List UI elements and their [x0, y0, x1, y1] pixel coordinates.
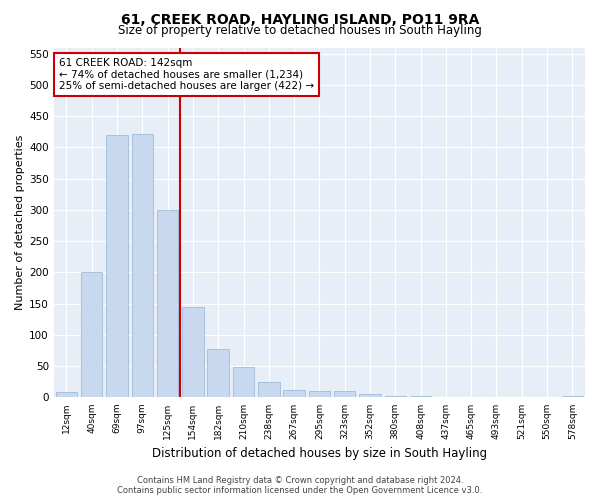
Bar	[562, 396, 583, 398]
Bar	[81, 272, 103, 398]
Bar	[131, 134, 153, 398]
Y-axis label: Number of detached properties: Number of detached properties	[15, 135, 25, 310]
Bar	[334, 391, 355, 398]
Bar	[308, 391, 330, 398]
Text: Size of property relative to detached houses in South Hayling: Size of property relative to detached ho…	[118, 24, 482, 37]
Bar	[182, 307, 203, 398]
Bar	[208, 348, 229, 398]
Bar	[359, 394, 381, 398]
Text: 61, CREEK ROAD, HAYLING ISLAND, PO11 9RA: 61, CREEK ROAD, HAYLING ISLAND, PO11 9RA	[121, 12, 479, 26]
X-axis label: Distribution of detached houses by size in South Hayling: Distribution of detached houses by size …	[152, 447, 487, 460]
Bar	[283, 390, 305, 398]
Bar	[385, 396, 406, 398]
Bar	[157, 210, 178, 398]
Bar	[56, 392, 77, 398]
Text: 61 CREEK ROAD: 142sqm
← 74% of detached houses are smaller (1,234)
25% of semi-d: 61 CREEK ROAD: 142sqm ← 74% of detached …	[59, 58, 314, 91]
Bar	[258, 382, 280, 398]
Bar	[410, 396, 431, 398]
Bar	[233, 368, 254, 398]
Bar	[106, 135, 128, 398]
Text: Contains HM Land Registry data © Crown copyright and database right 2024.
Contai: Contains HM Land Registry data © Crown c…	[118, 476, 482, 495]
